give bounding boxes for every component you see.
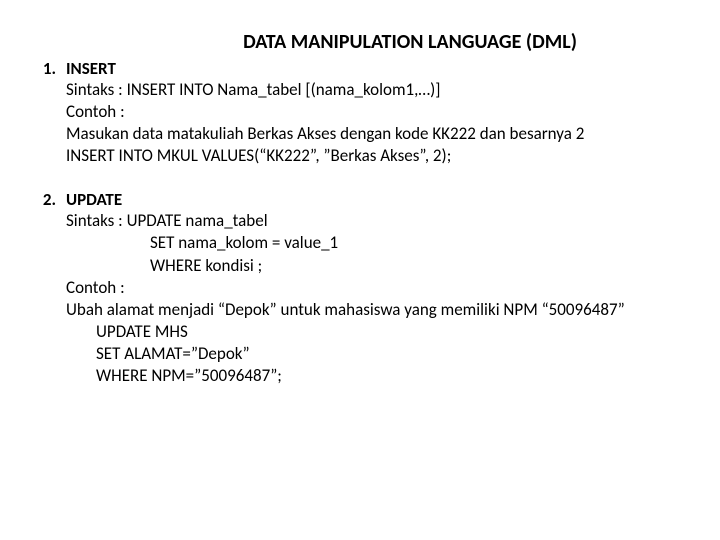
line-2-4: Ubah alamat menjadi “Depok” untuk mahasi… xyxy=(66,299,690,321)
heading-update: UPDATE xyxy=(66,189,690,210)
list-number-2: 2. xyxy=(30,189,66,210)
line-1-1: Contoh : xyxy=(66,101,690,123)
line-1-2: Masukan data matakuliah Berkas Akses den… xyxy=(66,123,690,145)
line-1-3: INSERT INTO MKUL VALUES(“KK222”, ”Berkas… xyxy=(66,145,690,167)
line-2-2: WHERE kondisi ; xyxy=(66,255,690,277)
list-body-1: INSERT Sintaks : INSERT INTO Nama_tabel … xyxy=(66,58,690,167)
heading-insert: INSERT xyxy=(66,58,690,79)
page-title: DATA MANIPULATION LANGUAGE (DML) xyxy=(130,30,690,54)
list-item-1: 1. INSERT Sintaks : INSERT INTO Nama_tab… xyxy=(30,58,690,167)
line-2-3: Contoh : xyxy=(66,277,690,299)
list-body-2: UPDATE Sintaks : UPDATE nama_tabel SET n… xyxy=(66,189,690,387)
line-2-1: SET nama_kolom = value_1 xyxy=(66,232,690,254)
list-item-2: 2. UPDATE Sintaks : UPDATE nama_tabel SE… xyxy=(30,189,690,387)
line-2-6: SET ALAMAT=”Depok” xyxy=(66,343,690,365)
line-1-0: Sintaks : INSERT INTO Nama_tabel [(nama_… xyxy=(66,79,690,101)
list-number-1: 1. xyxy=(30,58,66,79)
line-2-5: UPDATE MHS xyxy=(66,321,690,343)
line-2-7: WHERE NPM=”50096487”; xyxy=(66,365,690,387)
line-2-0: Sintaks : UPDATE nama_tabel xyxy=(66,210,690,232)
section-1: 1. INSERT Sintaks : INSERT INTO Nama_tab… xyxy=(30,58,690,167)
section-2: 2. UPDATE Sintaks : UPDATE nama_tabel SE… xyxy=(30,189,690,387)
